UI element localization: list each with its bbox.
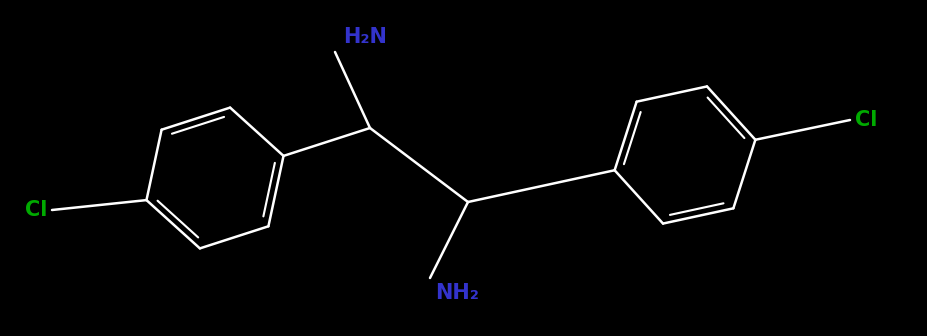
Text: NH₂: NH₂ (435, 283, 479, 303)
Text: Cl: Cl (855, 110, 877, 130)
Text: H₂N: H₂N (343, 27, 387, 47)
Text: Cl: Cl (25, 200, 47, 220)
